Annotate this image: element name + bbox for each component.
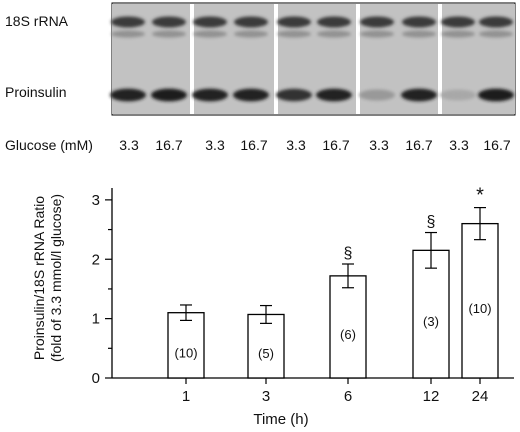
band-proinsulin: [151, 88, 187, 102]
band-18s: [360, 16, 394, 28]
significance-marker: *: [476, 185, 484, 207]
band-proinsulin: [233, 88, 269, 102]
band-18s-secondary: [317, 30, 351, 38]
n-label: (3): [423, 314, 439, 329]
chart-axes: 0 1 2 3: [92, 188, 514, 387]
band-18s: [479, 16, 513, 28]
y-tick-label: 2: [92, 251, 100, 268]
band-18s-secondary: [441, 30, 475, 38]
x-tick-label: 3: [262, 388, 270, 405]
x-axis-label: Time (h): [253, 411, 308, 428]
y-tick-label: 0: [92, 370, 100, 387]
band-18s: [402, 16, 436, 28]
lane-label: 16.7: [483, 137, 510, 153]
band-proinsulin: [276, 88, 312, 102]
n-label: (5): [258, 346, 274, 361]
chart-bars: (10) 1 (5) 3 (6) § 6 (3) § 12 (10) * 24: [167, 185, 499, 405]
lane-label: 3.3: [119, 137, 139, 153]
y-tick-label: 3: [92, 192, 100, 209]
band-proinsulin: [316, 88, 352, 102]
band-18s: [152, 16, 186, 28]
band-proinsulin: [401, 88, 437, 102]
blot-panels: [110, 4, 515, 114]
y-axis-label: Proinsulin/18S rRNA Ratio (fold of 3.3 m…: [31, 194, 64, 362]
band-18s-secondary: [193, 30, 227, 38]
lane-label: 3.3: [205, 137, 225, 153]
band-label-proinsulin: Proinsulin: [5, 84, 66, 100]
band-proinsulin: [478, 88, 514, 102]
band-18s: [317, 16, 351, 28]
x-tick-label: 12: [423, 388, 440, 405]
lane-label: 16.7: [322, 137, 349, 153]
bar: [461, 222, 499, 379]
band-18s-secondary: [479, 30, 513, 38]
lane-label: 16.7: [405, 137, 432, 153]
lane-labels: 3.3 16.7 3.3 16.7 3.3 16.7 3.3 16.7 3.3 16.7: [119, 137, 511, 153]
band-18s: [193, 16, 227, 28]
lane-label: 3.3: [286, 137, 306, 153]
lane-label: 16.7: [155, 137, 182, 153]
x-tick-label: 24: [472, 388, 489, 405]
glucose-label: Glucose (mM): [5, 137, 93, 153]
y-axis-label-line2: (fold of 3.3 mmol/l glucose): [48, 194, 64, 362]
significance-marker: §: [427, 214, 436, 231]
band-proinsulin: [440, 89, 476, 101]
x-tick-label: 1: [182, 388, 190, 405]
x-tick-label: 6: [344, 388, 352, 405]
significance-marker: §: [344, 245, 353, 262]
band-label-18s: 18S rRNA: [5, 13, 69, 29]
band-18s-secondary: [277, 30, 311, 38]
y-axis-label-line1: Proinsulin/18S rRNA Ratio: [31, 196, 47, 360]
band-proinsulin: [110, 88, 146, 102]
bar: [167, 312, 205, 379]
bar-chart: Proinsulin/18S rRNA Ratio (fold of 3.3 m…: [31, 185, 514, 428]
bar: [412, 249, 450, 379]
band-18s-secondary: [152, 30, 186, 38]
band-18s-secondary: [234, 30, 268, 38]
lane-label: 3.3: [449, 137, 469, 153]
y-tick-label: 1: [92, 311, 100, 328]
band-18s: [441, 16, 475, 28]
band-proinsulin: [359, 89, 395, 101]
lane-label: 16.7: [240, 137, 267, 153]
n-label: (6): [340, 327, 356, 342]
band-18s-secondary: [402, 30, 436, 38]
lane-label: 3.3: [369, 137, 389, 153]
band-proinsulin: [192, 88, 228, 102]
band-18s: [277, 16, 311, 28]
bar: [247, 313, 285, 379]
band-18s-secondary: [111, 30, 145, 38]
northern-blot: 18S rRNA Proinsulin Glucose (mM) 3.3 16.7…: [5, 2, 516, 153]
n-label: (10): [174, 345, 197, 360]
band-18s: [111, 16, 145, 28]
band-18s-secondary: [360, 30, 394, 38]
band-18s: [234, 16, 268, 28]
n-label: (10): [468, 301, 491, 316]
